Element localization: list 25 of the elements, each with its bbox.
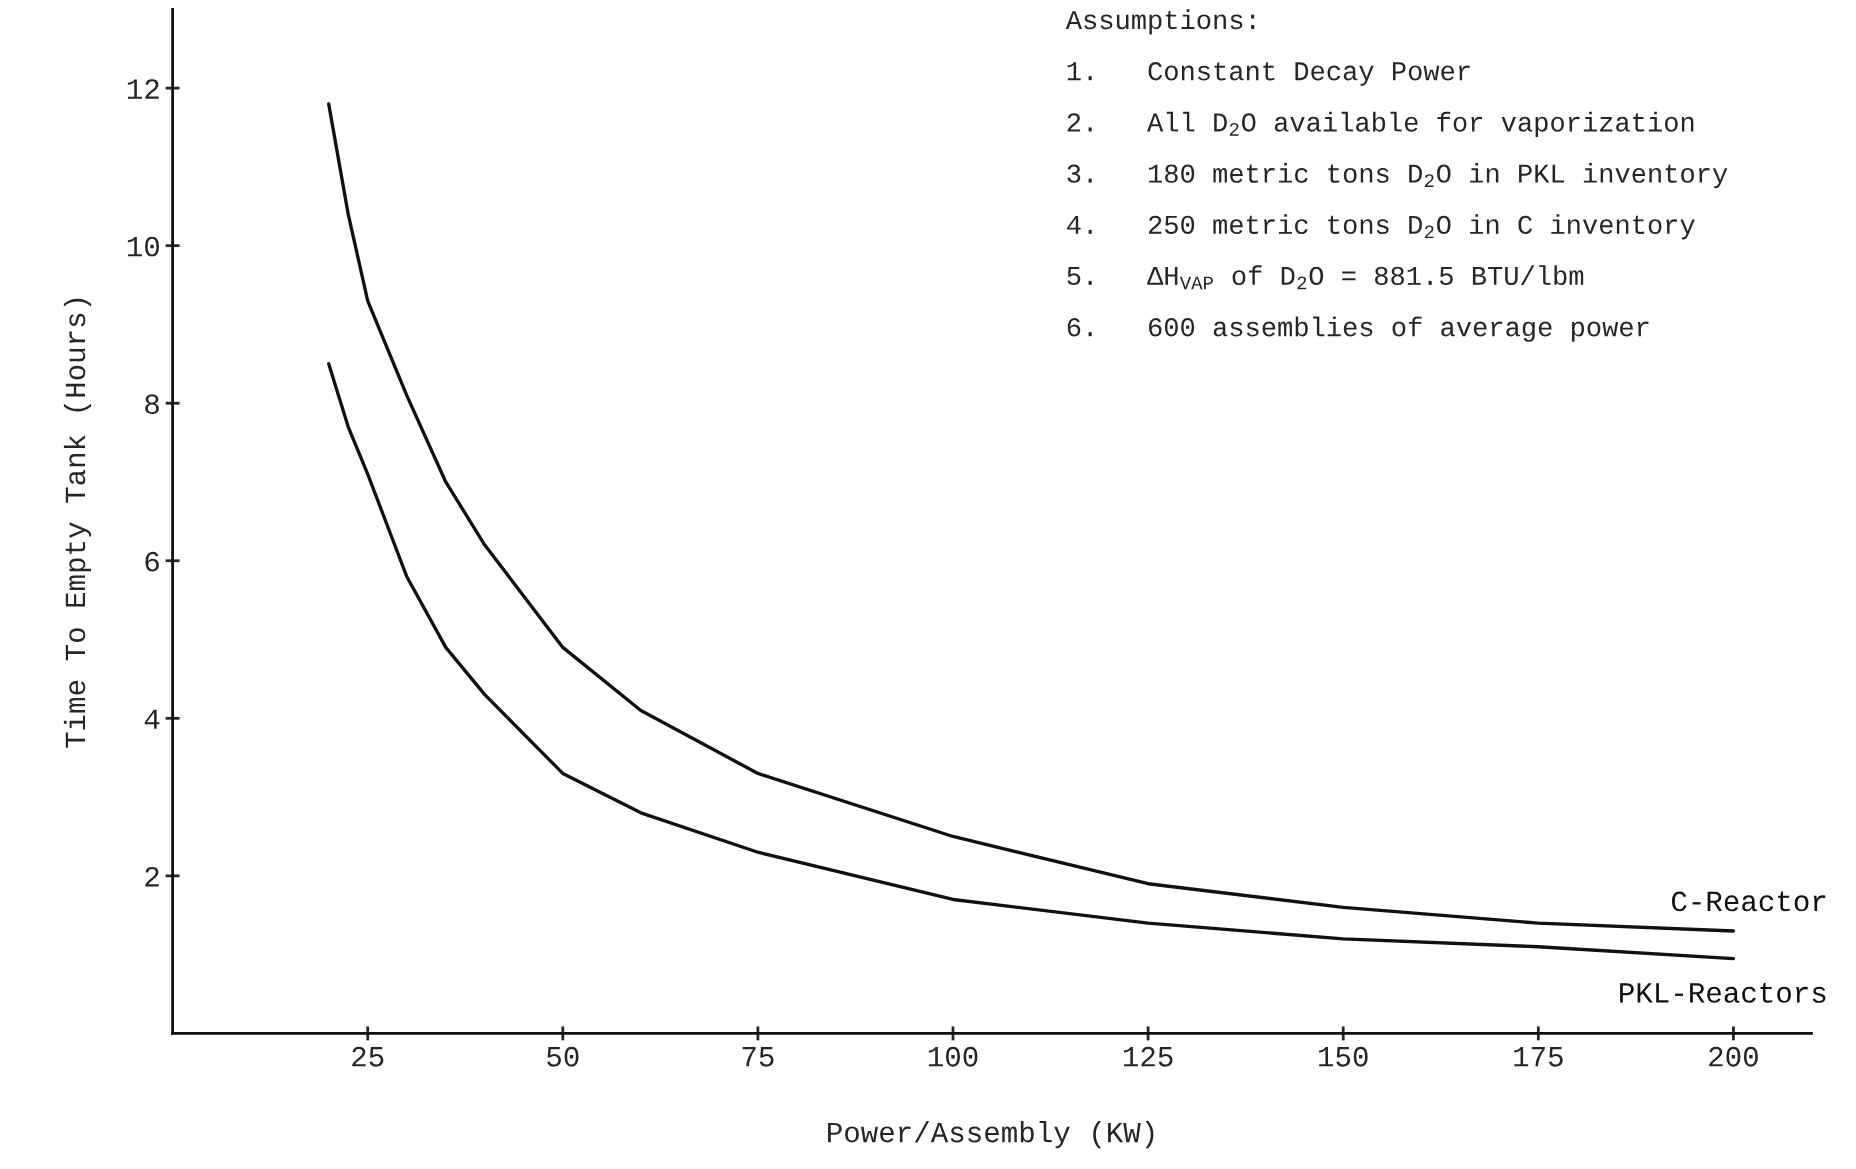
x-tick-label: 100 [928, 1046, 978, 1067]
x-tick-label: 25 [352, 1046, 384, 1067]
annotation: 5. ΔH$_{VAP}$ of D$_{2}$O = 881.5 BTU/lbm [1067, 265, 1584, 290]
annotation: 4. 250 metric tons D$_{2}$O in C inventory [1067, 214, 1695, 240]
x-tick-label: 150 [1319, 1046, 1368, 1067]
x-tick-label: 200 [1709, 1046, 1758, 1067]
y-tick-label: 8 [145, 394, 159, 415]
x-tick-label: 75 [742, 1047, 774, 1067]
series-label: PKL-Reactors [1620, 983, 1826, 1003]
series-label: C-Reactor [1671, 891, 1826, 912]
x-tick-label: 125 [1123, 1046, 1173, 1067]
y-tick-label: 6 [145, 551, 159, 572]
y-tick-label: 2 [145, 866, 159, 887]
x-axis-title: Power/Assembly (KW) [828, 1121, 1154, 1149]
annotation: 6. 600 assemblies of average power [1067, 316, 1649, 342]
annotation: Assumptions: [1065, 9, 1255, 35]
y-tick-label: 12 [127, 79, 159, 99]
x-tick-label: 50 [547, 1046, 579, 1067]
y-tick-label: 10 [127, 236, 160, 257]
annotation: 1. Constant Decay Power [1067, 62, 1470, 86]
annotation: 2. All D$_{2}$O available for vaporization [1067, 111, 1694, 137]
x-tick-label: 175 [1514, 1047, 1563, 1067]
y-tick-label: 4 [144, 709, 160, 729]
y-axis-title: Time To Empty Tank (Hours) [63, 298, 92, 748]
annotation: 3. 180 metric tons D$_{2}$O in PKL inventory [1067, 162, 1728, 189]
